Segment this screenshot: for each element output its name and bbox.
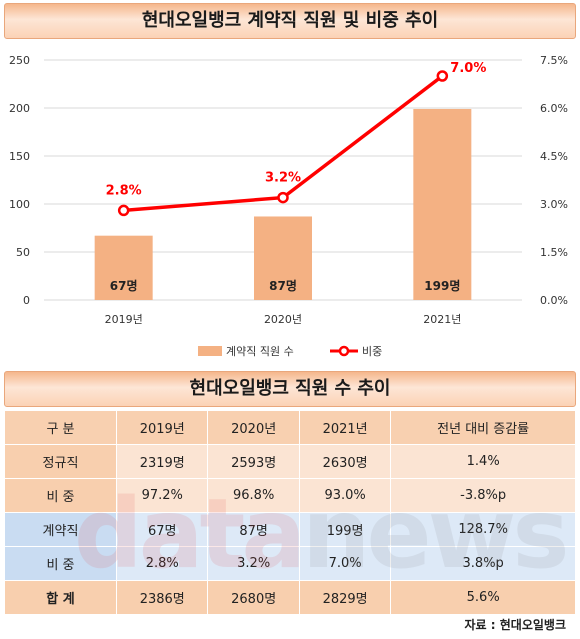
x-tick-label: 2020년 xyxy=(264,313,302,326)
table-cell: 2319명 xyxy=(115,444,209,479)
legend-bar-swatch xyxy=(198,346,222,356)
y-right-tick-label: 7.5% xyxy=(540,54,568,67)
chart-title: 현대오일뱅크 계약직 직원 및 비중 추이 xyxy=(4,3,576,39)
combo-chart: 0 50 100 150 200 250 0.0% 1.5% 3.0% 4.5% 6.0% 7.5% 6… xyxy=(0,40,580,370)
y-right-tick-label: 4.5% xyxy=(540,150,568,163)
table-cell: 1.4% xyxy=(390,444,576,479)
y-left-tick-label: 150 xyxy=(9,150,30,163)
line-point xyxy=(436,70,449,82)
table-cell: 3.8%p xyxy=(390,546,576,581)
header-cell: 구 분 xyxy=(4,410,117,445)
line-point xyxy=(277,191,289,204)
y-right-tick-label: 1.5% xyxy=(540,246,568,259)
table-cell: 97.2% xyxy=(115,478,209,513)
bar-value-label: 67명 xyxy=(110,279,138,293)
table-cell: 7.0% xyxy=(298,546,392,581)
table-cell: 2593명 xyxy=(207,444,300,479)
y-left-tick-label: 0 xyxy=(23,294,30,307)
line-value-label: 3.2% xyxy=(265,171,301,186)
table-cell: 96.8% xyxy=(207,478,300,513)
line-value-label: 2.8% xyxy=(106,183,142,198)
legend-line-label: 비중 xyxy=(362,345,382,358)
table-cell: -3.8%p xyxy=(390,478,576,513)
y-left-tick-label: 100 xyxy=(9,198,30,211)
table-cell: 5.6% xyxy=(390,580,576,615)
table-cell: 2.8% xyxy=(115,546,209,581)
x-tick-label: 2019년 xyxy=(105,313,143,326)
header-cell: 2020년 xyxy=(207,410,300,445)
table-cell: 93.0% xyxy=(298,478,392,513)
staff-table: 구 분 2019년 2020년 2021년 전년 대비 증감률 정규직 2319… xyxy=(4,410,576,615)
table-total-row: 합 계 2386명 2680명 2829명 5.6% xyxy=(4,580,576,615)
table-cell: 2386명 xyxy=(115,580,209,615)
table-cell: 2829명 xyxy=(298,580,392,615)
header-cell: 전년 대비 증감률 xyxy=(390,410,576,445)
line-value-label: 7.0% xyxy=(450,61,486,76)
table-title: 현대오일뱅크 직원 수 추이 xyxy=(4,371,576,407)
table-header-row: 구 분 2019년 2020년 2021년 전년 대비 증감률 xyxy=(4,410,576,445)
bar xyxy=(94,235,153,300)
header-cell: 2019년 xyxy=(115,410,209,445)
table-row: 정규직 2319명 2593명 2630명 1.4% xyxy=(4,444,576,479)
row-label: 계약직 xyxy=(4,512,117,547)
table-row: 비 중 2.8% 3.2% 7.0% 3.8%p xyxy=(4,546,576,581)
chart-svg: 0 50 100 150 200 250 0.0% 1.5% 3.0% 4.5% 6.0% 7.5% 6… xyxy=(9,54,568,358)
line-point xyxy=(117,204,130,217)
series-line xyxy=(123,74,444,213)
row-label: 정규직 xyxy=(4,444,117,479)
table-cell: 2680명 xyxy=(207,580,300,615)
x-tick-label: 2021년 xyxy=(423,313,461,326)
row-label: 비 중 xyxy=(4,546,117,581)
table-cell: 2630명 xyxy=(298,444,392,479)
legend-line-marker xyxy=(338,345,350,357)
header-cell: 2021년 xyxy=(298,410,392,445)
bar-value-label: 199명 xyxy=(424,279,460,293)
source-note: 자료 : 현대오일뱅크 xyxy=(464,618,566,632)
table-row: 계약직 67명 87명 199명 128.7% xyxy=(4,512,576,547)
y-right-tick-label: 0.0% xyxy=(540,294,568,307)
bar-value-label: 87명 xyxy=(269,279,297,293)
table-cell: 128.7% xyxy=(390,512,576,547)
table-cell: 199명 xyxy=(298,512,392,547)
row-label: 비 중 xyxy=(4,478,117,513)
y-left-tick-label: 50 xyxy=(16,246,30,259)
y-left-tick-label: 250 xyxy=(9,54,30,67)
y-left-tick-label: 200 xyxy=(9,102,30,115)
bar xyxy=(254,216,312,300)
y-right-tick-label: 6.0% xyxy=(540,102,568,115)
table-row: 비 중 97.2% 96.8% 93.0% -3.8%p xyxy=(4,478,576,513)
table-cell: 87명 xyxy=(207,512,300,547)
table-cell: 3.2% xyxy=(207,546,300,581)
table-cell: 67명 xyxy=(115,512,209,547)
row-label: 합 계 xyxy=(4,580,117,615)
legend-bar-label: 계약직 직원 수 xyxy=(226,344,294,358)
y-right-tick-label: 3.0% xyxy=(540,198,568,211)
bar xyxy=(413,108,472,301)
